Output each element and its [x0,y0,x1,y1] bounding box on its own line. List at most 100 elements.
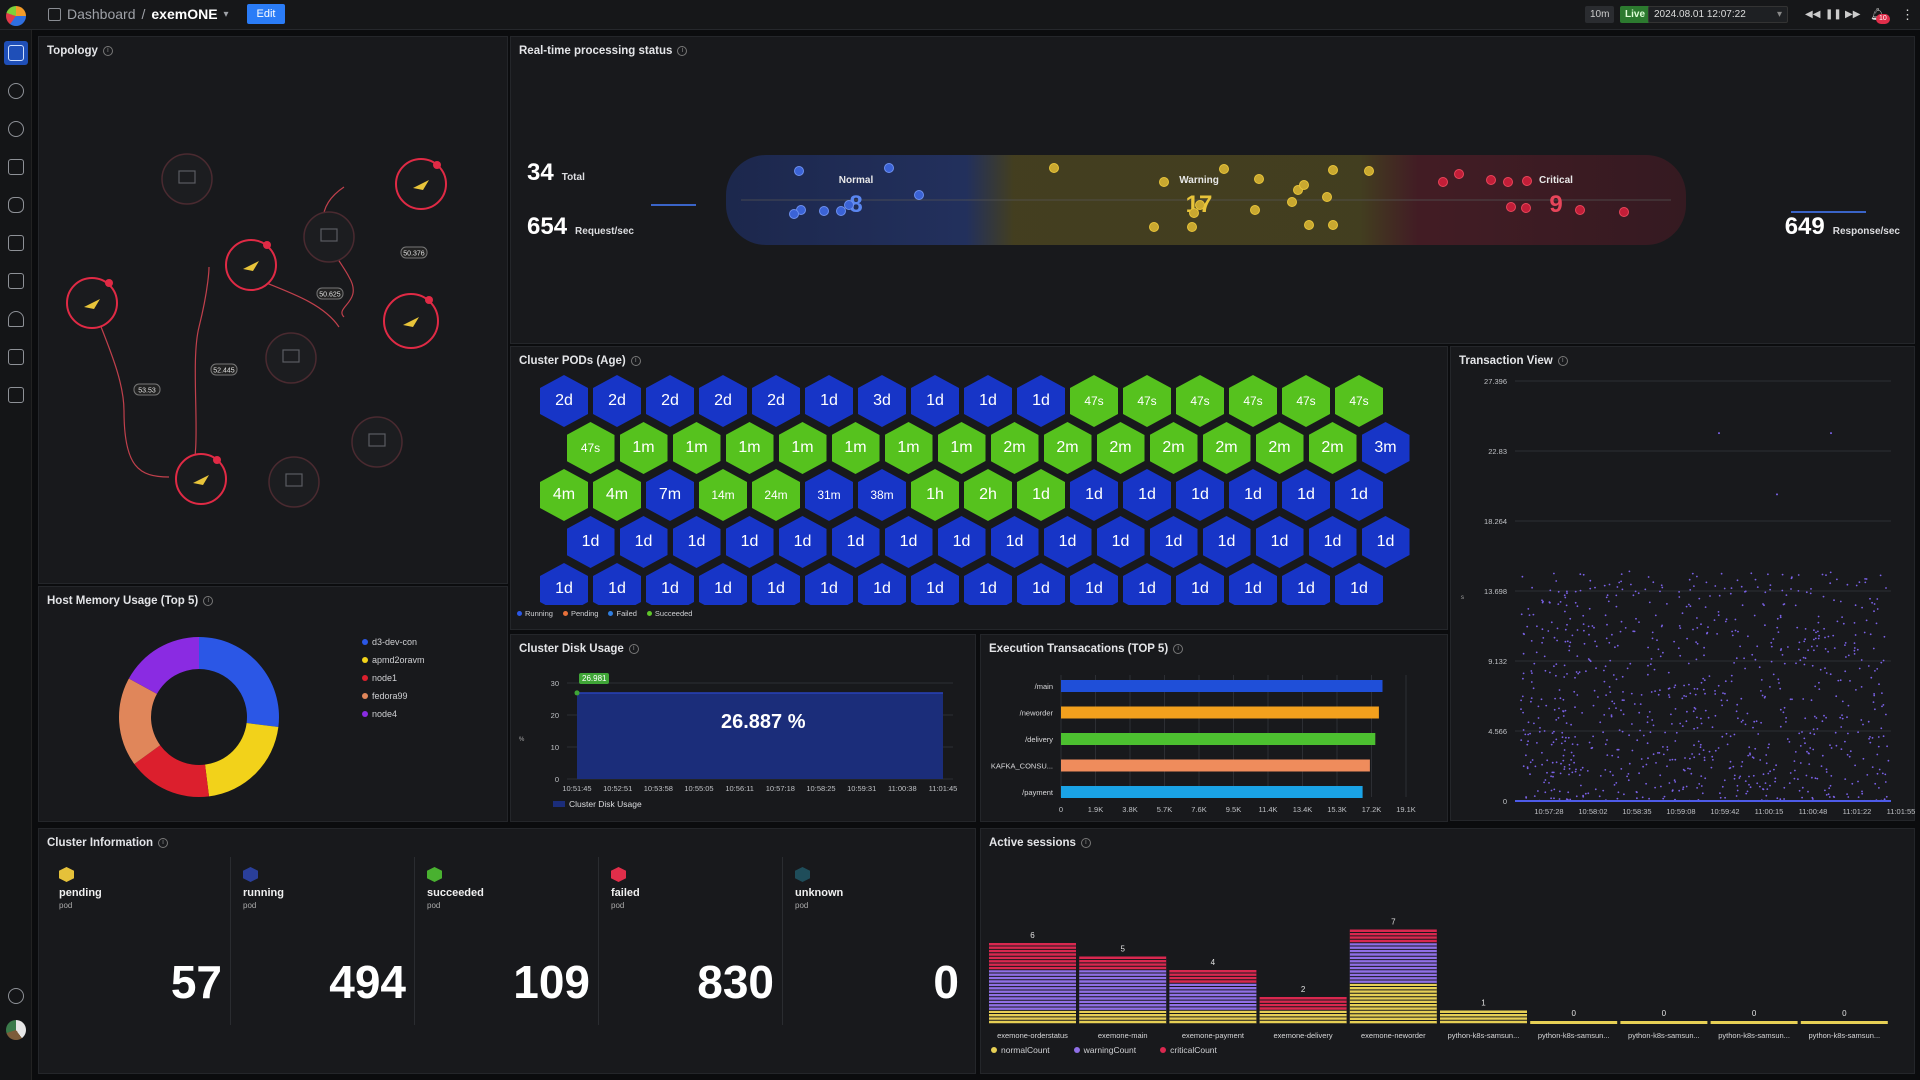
info-icon[interactable]: i [1080,838,1091,848]
breadcrumb-root[interactable]: Dashboard [67,6,136,22]
pod-hexagon[interactable]: 1d [1282,469,1330,521]
pod-hexagon[interactable]: 2d [752,375,800,427]
pod-hexagon[interactable]: 1m [884,422,933,474]
transaction-dot[interactable] [1486,175,1496,185]
datetime-picker[interactable]: 2024.08.01 12:07:22 ▾ [1648,6,1788,23]
active-sessions-chart[interactable]: 6 exemone-orderstatus 5 exemone-main 4 exemon… [981,829,1916,1075]
pod-hexagon[interactable]: 1d [752,563,800,605]
topology-node-server[interactable] [161,153,213,205]
pod-hexagon[interactable]: 1d [1361,516,1410,568]
help-icon[interactable] [8,988,24,1004]
pod-hexagon[interactable]: 1d [1308,516,1357,568]
pod-hexagon[interactable]: 1m [778,422,827,474]
user-avatar[interactable] [6,1020,26,1040]
legend-item[interactable]: node4 [362,705,425,723]
pod-hexagon[interactable]: 1d [1255,516,1304,568]
legend-item[interactable]: normalCount [991,1045,1050,1055]
info-icon[interactable]: i [203,596,214,606]
pod-hexagon[interactable]: 1d [566,516,615,568]
pod-hexagon[interactable]: 7m [646,469,694,521]
live-toggle[interactable]: Live [1620,6,1651,23]
pod-hexagon[interactable]: 2d [646,375,694,427]
pod-hexagon[interactable]: 2m [1096,422,1145,474]
dashboard-icon[interactable] [8,45,24,61]
transaction-dot[interactable] [1503,177,1513,187]
pod-hexagon[interactable]: 1d [1202,516,1251,568]
pod-hexagon[interactable]: 1h [911,469,959,521]
topology-node-server[interactable] [351,416,403,468]
pod-hexagon[interactable]: 2m [1202,422,1251,474]
pod-hexagon[interactable]: 1d [964,375,1012,427]
transaction-dot[interactable] [1304,220,1314,230]
transaction-dot[interactable] [1522,176,1532,186]
topology-icon[interactable] [8,83,24,99]
pod-hexagon[interactable]: 1d [1017,563,1065,605]
transaction-dot[interactable] [1454,169,1464,179]
pod-hexagon[interactable]: 1d [1070,469,1118,521]
pod-hexagon[interactable]: 2m [1255,422,1304,474]
pod-hexagon[interactable]: 2m [990,422,1039,474]
info-icon[interactable]: i [630,356,641,366]
transaction-dot[interactable] [1506,202,1516,212]
pod-hexagon[interactable]: 1d [1017,469,1065,521]
dashboard-title[interactable]: exemONE [151,6,218,22]
pod-hexagon[interactable]: 14m [699,469,747,521]
transaction-dot[interactable] [1159,177,1169,187]
transaction-dot[interactable] [1287,197,1297,207]
memory-donut-chart[interactable] [99,617,299,817]
pod-hexagon[interactable]: 24m [752,469,800,521]
pod-hexagon[interactable]: 1d [619,516,668,568]
transaction-dot[interactable] [1438,177,1448,187]
pod-hexagon[interactable]: 1d [858,563,906,605]
pod-hexagon[interactable]: 1d [593,563,641,605]
pod-hexagon[interactable]: 1d [1229,563,1277,605]
monitor-icon[interactable] [8,159,24,175]
pod-hexagon[interactable]: 4m [593,469,641,521]
transaction-dot[interactable] [1149,222,1159,232]
transaction-dot[interactable] [1328,165,1338,175]
transaction-dot[interactable] [819,206,829,216]
pod-hexagon[interactable]: 31m [805,469,853,521]
transaction-dot[interactable] [1364,166,1374,176]
transaction-dot[interactable] [794,166,804,176]
disk-usage-chart[interactable]: % 30 20 10 010:51:45 10:52:51 10:53:58 10:55:0… [511,635,977,823]
status-card-unknown[interactable]: unknown pod 0 [783,857,967,1025]
pod-hexagon[interactable]: 1d [1123,563,1171,605]
info-icon[interactable]: i [1557,356,1568,366]
list-view-icon[interactable] [8,349,24,365]
pod-hexagon[interactable]: 1d [1176,563,1224,605]
pod-hexagon[interactable]: 1d [1070,563,1118,605]
pod-hexagon[interactable]: 1d [1282,563,1330,605]
pod-hexagon[interactable]: 2m [1043,422,1092,474]
service-icon[interactable] [8,121,24,137]
transaction-dot[interactable] [844,200,854,210]
status-card-succeeded[interactable]: succeeded pod 109 [415,857,599,1025]
alert-bell-icon[interactable] [8,311,24,327]
forward-icon[interactable]: ▶▶ [1845,9,1861,20]
transaction-dot[interactable] [1187,222,1197,232]
topology-node-server[interactable] [268,456,320,508]
status-card-pending[interactable]: pending pod 57 [47,857,231,1025]
pod-hexagon[interactable]: 1d [911,563,959,605]
pod-hexagon[interactable]: 47s [1229,375,1277,427]
pod-hexagon[interactable]: 1d [540,563,588,605]
pod-hexagon[interactable]: 47s [1123,375,1171,427]
pod-hexagon[interactable]: 47s [566,422,615,474]
status-card-running[interactable]: running pod 494 [231,857,415,1025]
pod-hexagon[interactable]: 47s [1335,375,1383,427]
transaction-dot[interactable] [1049,163,1059,173]
edit-button[interactable]: Edit [247,4,285,24]
document-icon[interactable] [8,387,24,403]
transaction-dot[interactable] [1299,180,1309,190]
transaction-dot[interactable] [836,206,846,216]
report-icon[interactable] [8,273,24,289]
pod-hexagon[interactable]: 1d [1123,469,1171,521]
info-icon[interactable]: i [677,46,688,56]
pod-hexagon[interactable]: 2m [1149,422,1198,474]
transaction-scatter[interactable]: s 27.396 22.83 18.264 13.698 9.132 4.566 0 10:5… [1451,347,1916,822]
legend-item[interactable]: apmd2oravm [362,651,425,669]
legend-item[interactable]: criticalCount [1160,1045,1217,1055]
transaction-dot[interactable] [1189,208,1199,218]
pod-hexagon[interactable]: 1d [1096,516,1145,568]
pod-hexagon[interactable]: 1d [990,516,1039,568]
